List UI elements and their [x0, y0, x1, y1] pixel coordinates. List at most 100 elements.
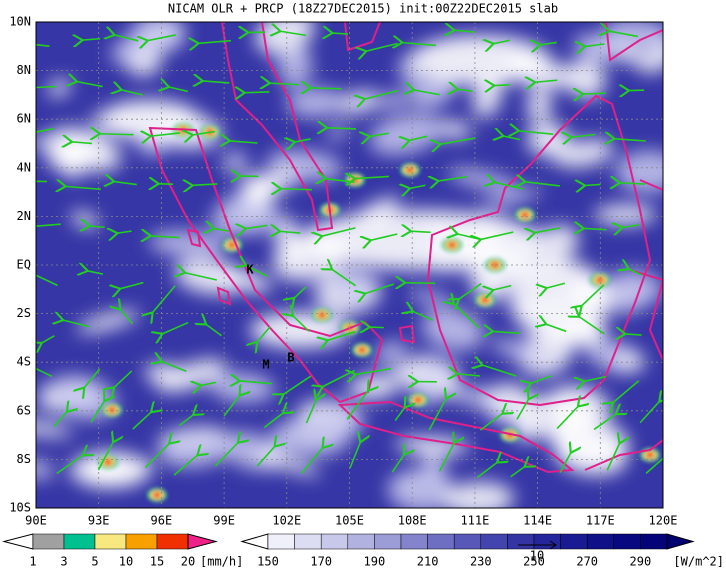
- wind-arrow: [332, 269, 357, 287]
- colorbar-cell: [453, 533, 482, 550]
- olr-label: 250: [523, 555, 545, 569]
- wind-arrow: [584, 375, 606, 382]
- wind-arrow: [203, 81, 230, 83]
- rain-cell: [358, 347, 366, 353]
- annotation: M: [262, 358, 269, 372]
- cloud: [286, 88, 346, 118]
- wind-arrow: [572, 134, 596, 137]
- wind-arrow: [77, 82, 103, 88]
- cloud: [144, 363, 182, 384]
- wind-arrow: [223, 396, 240, 417]
- wind-arrow: [246, 225, 268, 228]
- wind-arrow: [623, 225, 639, 228]
- wind-arrow: [120, 281, 144, 289]
- wind-arrow: [283, 375, 312, 394]
- precip-unit: [mm/h]: [200, 555, 243, 569]
- wind-arrow: [256, 447, 274, 467]
- lat-label: 10S: [9, 501, 31, 515]
- cloud: [615, 150, 663, 193]
- wind-arrow: [36, 223, 61, 228]
- wind-arrow: [582, 284, 605, 306]
- wind-arrow: [494, 40, 511, 43]
- wind-arrow: [114, 182, 137, 185]
- wind-arrow: [476, 463, 497, 479]
- lon-label: 90E: [25, 514, 47, 528]
- rain-cell: [414, 397, 422, 403]
- cloud-field: [36, 22, 663, 508]
- wind-arrow: [120, 310, 134, 325]
- wind-arrow: [90, 226, 105, 227]
- wind-arrow: [510, 467, 525, 478]
- cloud: [447, 168, 518, 191]
- wind-arrow: [257, 326, 271, 342]
- colorbar-cell: [63, 533, 96, 550]
- colorbar-cell: [94, 533, 127, 550]
- rain-cell: [318, 312, 326, 318]
- wind-arrow: [88, 271, 104, 274]
- lon-label: 117E: [586, 514, 615, 528]
- cloud: [70, 452, 150, 488]
- wind-arrow: [540, 42, 557, 44]
- wind-arrow: [440, 137, 476, 144]
- wind-arrow: [483, 365, 517, 377]
- wind-arrow: [620, 183, 646, 184]
- colorbar-cell: [480, 533, 508, 550]
- rain-cell: [104, 459, 112, 465]
- cloud: [300, 210, 540, 270]
- wind-arrow: [132, 412, 151, 430]
- wind-arrow: [625, 334, 642, 335]
- wind-arrow: [615, 139, 646, 141]
- wind-arrow: [439, 177, 468, 181]
- wind-arrow: [295, 139, 311, 142]
- colorbar-cell: [613, 533, 641, 550]
- rain-cell: [481, 297, 489, 303]
- wind-arrow: [100, 134, 134, 135]
- cloud: [47, 79, 71, 97]
- wind-arrow: [118, 231, 132, 233]
- wind-arrow: [115, 35, 139, 42]
- wind-arrow: [559, 453, 571, 473]
- lat-label: 4N: [17, 160, 31, 174]
- lon-label: 93E: [88, 514, 110, 528]
- wind-arrow: [114, 370, 133, 387]
- cloud: [517, 332, 573, 376]
- cloud: [614, 354, 646, 370]
- cloud: [373, 341, 408, 364]
- wind-arrow: [547, 282, 566, 288]
- lat-label: 8S: [17, 452, 31, 466]
- colorbar-cell: [32, 533, 65, 550]
- lat-label: 4S: [17, 355, 31, 369]
- precip-label: 10: [119, 555, 133, 569]
- legend: 1 3 5 10 15 20 [mm/h] 150 170 190 210 230 250 270 290 […: [2, 533, 724, 569]
- wind-arrow: [151, 133, 181, 136]
- colorbar-cell: [533, 533, 561, 550]
- rain-cell: [108, 407, 116, 413]
- wind-arrow: [328, 330, 356, 341]
- colorbar-end: [2, 533, 34, 550]
- precip-label: 1: [29, 555, 36, 569]
- wind-arrow: [593, 414, 616, 431]
- wind-arrow: [639, 402, 659, 424]
- lon-label: 96E: [151, 514, 173, 528]
- wind-arrow: [410, 185, 426, 188]
- map-field: [36, 22, 663, 508]
- lon-label: 105E: [335, 514, 364, 528]
- wind-arrow: [493, 331, 521, 333]
- wind-arrow: [370, 327, 384, 328]
- olr-unit: [W/m^2]: [673, 555, 724, 569]
- cloud: [56, 142, 82, 180]
- rain-cell: [491, 262, 499, 268]
- wind-arrow: [193, 132, 216, 135]
- wind-arrow: [293, 316, 310, 332]
- wind-arrow: [305, 400, 316, 424]
- olr-label: 170: [310, 555, 332, 569]
- colorbar-cell: [267, 533, 295, 550]
- wind-arrow: [36, 274, 58, 287]
- lat-label: 6S: [17, 403, 31, 417]
- rain-cell: [596, 277, 604, 283]
- wind-arrow: [240, 381, 273, 384]
- wind-arrow: [36, 85, 57, 89]
- cloud: [222, 150, 248, 175]
- lat-label: EQ: [17, 258, 31, 272]
